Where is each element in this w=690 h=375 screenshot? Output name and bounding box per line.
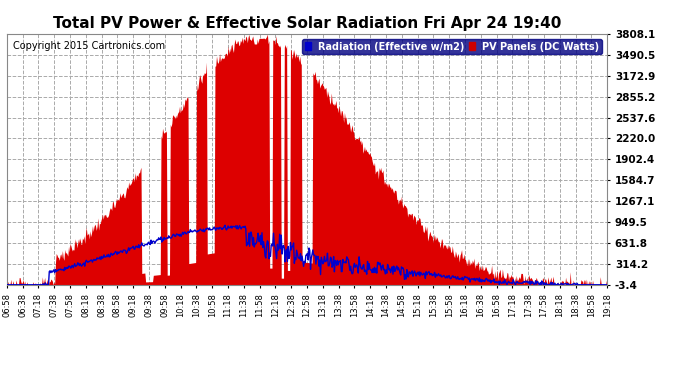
Text: Copyright 2015 Cartronics.com: Copyright 2015 Cartronics.com: [13, 41, 165, 51]
Title: Total PV Power & Effective Solar Radiation Fri Apr 24 19:40: Total PV Power & Effective Solar Radiati…: [53, 16, 561, 31]
Legend: Radiation (Effective w/m2), PV Panels (DC Watts): Radiation (Effective w/m2), PV Panels (D…: [302, 39, 602, 54]
